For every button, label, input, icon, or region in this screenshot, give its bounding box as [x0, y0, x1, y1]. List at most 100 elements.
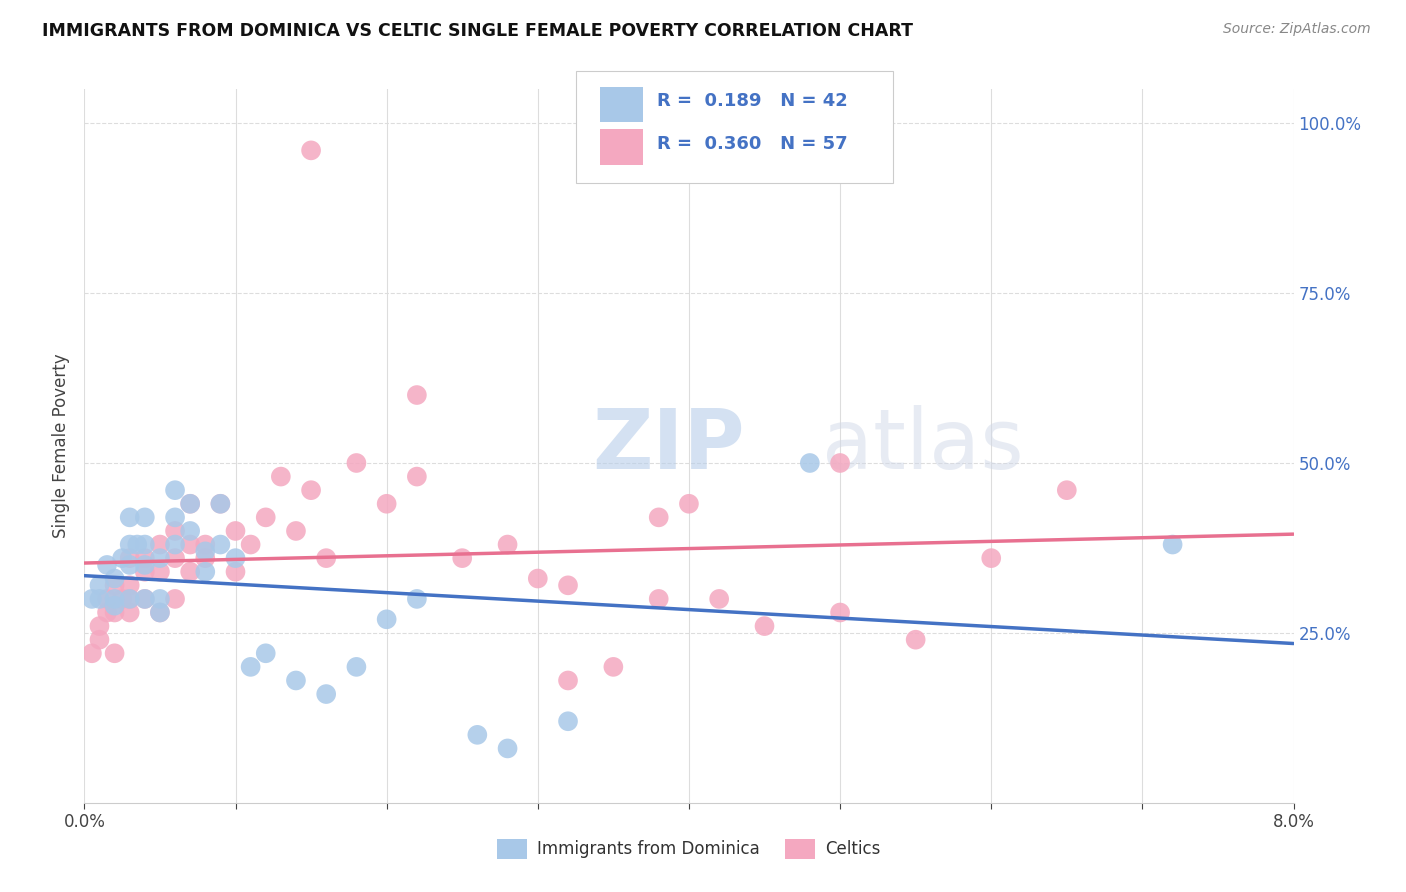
Point — [134, 510, 156, 524]
Point — [375, 612, 398, 626]
Point — [118, 591, 141, 606]
Point — [149, 537, 172, 551]
Point — [799, 456, 821, 470]
Point — [557, 673, 579, 688]
Point — [134, 558, 156, 572]
Text: R =  0.360   N = 57: R = 0.360 N = 57 — [657, 135, 848, 153]
Point — [194, 565, 217, 579]
Point — [527, 572, 550, 586]
Point — [149, 565, 172, 579]
Point — [80, 646, 103, 660]
Point — [194, 551, 217, 566]
Point — [165, 510, 187, 524]
Point — [602, 660, 624, 674]
Point — [149, 551, 172, 566]
Point — [225, 565, 247, 579]
Point — [134, 591, 156, 606]
Point — [496, 741, 519, 756]
Point — [165, 537, 187, 551]
Point — [165, 483, 187, 498]
Point — [118, 591, 141, 606]
Point — [179, 497, 201, 511]
Point — [648, 510, 671, 524]
Point — [104, 646, 127, 660]
Point — [165, 591, 187, 606]
Point — [406, 388, 429, 402]
Text: Source: ZipAtlas.com: Source: ZipAtlas.com — [1223, 22, 1371, 37]
Point — [111, 591, 134, 606]
Point — [239, 660, 262, 674]
Point — [179, 524, 201, 538]
Point — [299, 483, 322, 498]
Point — [557, 714, 579, 729]
Point — [375, 497, 398, 511]
Point — [104, 606, 127, 620]
Point — [285, 673, 308, 688]
Point — [89, 578, 111, 592]
Point — [104, 599, 127, 613]
Point — [754, 619, 776, 633]
Point — [89, 591, 111, 606]
Point — [149, 606, 172, 620]
Point — [315, 687, 337, 701]
Text: R =  0.189   N = 42: R = 0.189 N = 42 — [657, 92, 848, 110]
Point — [165, 551, 187, 566]
Point — [96, 591, 118, 606]
Point — [127, 537, 149, 551]
Point — [134, 537, 156, 551]
Point — [648, 591, 671, 606]
Point — [209, 497, 232, 511]
Point — [225, 551, 247, 566]
Point — [179, 537, 201, 551]
Point — [134, 565, 156, 579]
Point — [830, 456, 852, 470]
Point — [225, 524, 247, 538]
Point — [104, 578, 127, 592]
Point — [89, 632, 111, 647]
Point — [406, 469, 429, 483]
Point — [134, 551, 156, 566]
Text: ZIP: ZIP — [592, 406, 745, 486]
Point — [904, 632, 927, 647]
Point — [980, 551, 1002, 566]
Point — [179, 565, 201, 579]
Point — [194, 544, 217, 558]
Point — [346, 456, 368, 470]
Point — [111, 551, 134, 566]
Point — [496, 537, 519, 551]
Point — [1161, 537, 1184, 551]
Point — [299, 144, 322, 158]
Point — [678, 497, 700, 511]
Point — [467, 728, 489, 742]
Point — [104, 591, 127, 606]
Legend: Immigrants from Dominica, Celtics: Immigrants from Dominica, Celtics — [491, 832, 887, 866]
Point — [315, 551, 337, 566]
Point — [96, 606, 118, 620]
Point — [179, 497, 201, 511]
Text: atlas: atlas — [823, 406, 1024, 486]
Point — [254, 646, 277, 660]
Point — [254, 510, 277, 524]
Point — [118, 551, 141, 566]
Point — [118, 578, 141, 592]
Text: IMMIGRANTS FROM DOMINICA VS CELTIC SINGLE FEMALE POVERTY CORRELATION CHART: IMMIGRANTS FROM DOMINICA VS CELTIC SINGL… — [42, 22, 912, 40]
Point — [285, 524, 308, 538]
Point — [270, 469, 292, 483]
Point — [80, 591, 103, 606]
Point — [1056, 483, 1078, 498]
Point — [118, 537, 141, 551]
Y-axis label: Single Female Poverty: Single Female Poverty — [52, 354, 70, 538]
Point — [118, 606, 141, 620]
Point — [830, 606, 852, 620]
Point — [709, 591, 731, 606]
Point — [165, 524, 187, 538]
Point — [149, 591, 172, 606]
Point — [209, 497, 232, 511]
Point — [557, 578, 579, 592]
Point — [451, 551, 474, 566]
Point — [104, 572, 127, 586]
Point — [239, 537, 262, 551]
Point — [118, 558, 141, 572]
Point — [96, 558, 118, 572]
Point — [89, 619, 111, 633]
